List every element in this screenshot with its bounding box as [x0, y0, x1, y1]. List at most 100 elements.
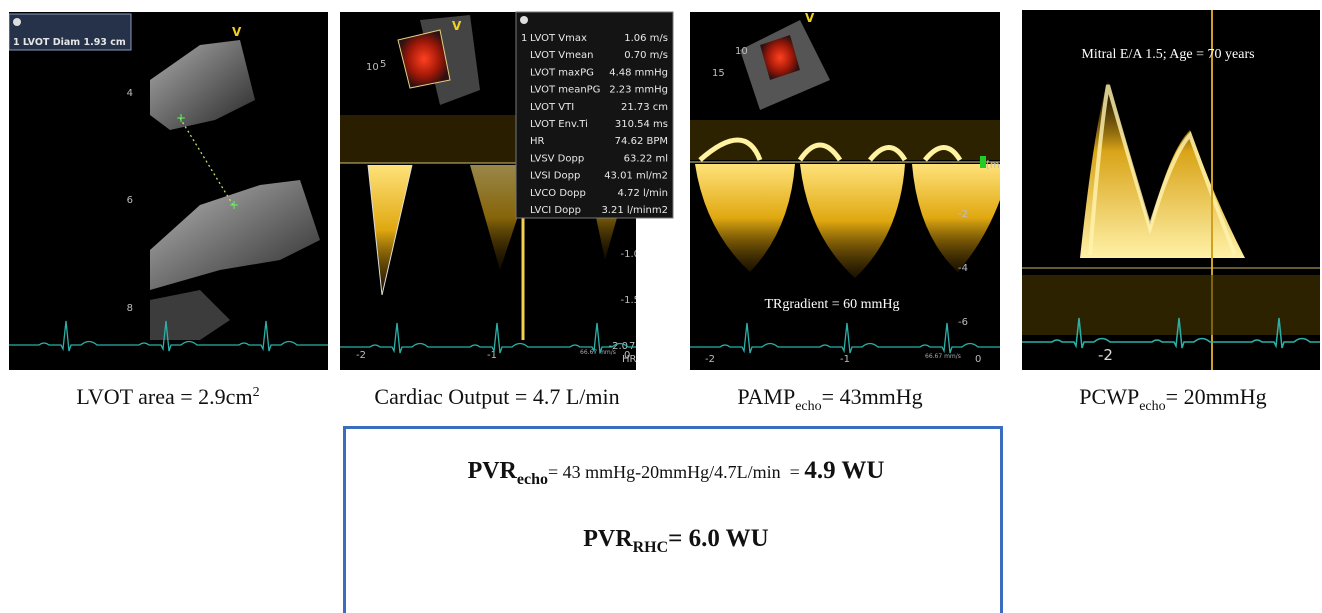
ecg-trace [690, 322, 1000, 354]
formula-term: PVR [583, 526, 633, 552]
tissue [150, 290, 230, 340]
panel-pamp: [m -2 -4 -6 TRgradient = 60 mmHg -2 -1 0… [690, 12, 1000, 370]
caption-text: LVOT area = 2.9cm [76, 384, 252, 409]
measurement-value: 63.22 ml [624, 153, 668, 164]
scale-label: -4 [958, 263, 968, 274]
doppler-envelope [1080, 80, 1245, 258]
measurement-name: LVOT maxPG [530, 67, 594, 78]
measurement-name: LVOT Vmean [530, 50, 594, 61]
doppler-noise [1022, 275, 1320, 335]
time-label: 0 [624, 350, 630, 361]
icon [13, 18, 21, 26]
view-marker: V [232, 25, 242, 39]
scale-label: -1.0 [620, 249, 640, 260]
time-label: -2 [1098, 346, 1113, 364]
scale-label: -1.5 [620, 295, 640, 306]
caption: PCWPecho= 20mmHg [1079, 384, 1266, 414]
panel-pcwp: Mitral E/A 1.5; Age = 70 years -2 [1022, 10, 1320, 370]
doppler-envelope [800, 164, 905, 278]
depth-mark: 6 [127, 195, 133, 206]
color-box [760, 35, 800, 80]
doppler-envelope [912, 164, 1000, 272]
scale-label: -6 [958, 317, 968, 328]
formula-term: PVR [468, 458, 518, 484]
pvr-echo-line: PVRecho= 43 mmHg-20mmHg/4.7L/min = 4.9 W… [468, 457, 885, 488]
tissue [150, 40, 255, 130]
caliper: + [229, 198, 239, 212]
depth-mark: 5 [380, 59, 386, 70]
pvr-rhc-line: PVRRHC= 6.0 WU [583, 525, 769, 556]
measurement-name: LVSV Dopp [530, 153, 584, 164]
measurement-value: 1.06 m/s [624, 33, 668, 44]
measurement-name: LVOT Env.Ti [530, 119, 588, 130]
measurement-value: 3.21 l/minm2 [601, 205, 668, 216]
time-label: -2 [705, 354, 715, 365]
subscript: RHC [633, 539, 669, 556]
formula: = 43 mmHg-20mmHg/4.7L/min = [548, 462, 804, 482]
measurement-label: 1 LVOT Diam 1.93 cm [13, 37, 126, 48]
measurement-name: LVSI Dopp [530, 171, 580, 182]
caption: PAMPecho= 43mmHg [737, 384, 922, 414]
subscript: echo [1139, 399, 1165, 414]
measurement-value: 43.01 ml/m2 [604, 171, 668, 182]
caption-text: PCWP [1079, 384, 1139, 409]
measurement-value: 0.70 m/s [624, 50, 668, 61]
scale-label: -2 [958, 209, 968, 220]
measurement-name: LVCI Dopp [530, 205, 581, 216]
superscript: 2 [253, 385, 260, 400]
table-bg [515, 11, 674, 219]
depth-mark: 10 [366, 62, 379, 73]
scale-label: -2.0 [608, 341, 628, 352]
result: 4.9 WU [804, 457, 884, 484]
hr-label: HR [622, 354, 637, 365]
unit-mark: [m [986, 160, 1000, 171]
subscript: echo [795, 399, 821, 414]
measurement-value: 310.54 ms [615, 119, 668, 130]
sweep-speed: 66.67 mm/s [580, 349, 616, 356]
measurement-name: LVOT Vmax [530, 33, 587, 44]
measurement-value: 2.23 mmHg [609, 85, 668, 96]
caption: LVOT area = 2.9cm2 [76, 384, 259, 409]
summary-box [343, 426, 1003, 613]
color-box [397, 29, 451, 89]
measurement-name: LVOT VTI [530, 102, 574, 113]
annotation: TRgradient = 60 mmHg [764, 297, 899, 312]
measurement-value: 4.72 l/min [618, 188, 668, 199]
time-label: 0 [975, 354, 981, 365]
caption-text: PAMP [737, 384, 795, 409]
time-label: -1 [840, 354, 850, 365]
caption: Cardiac Output = 4.7 L/min [374, 384, 619, 409]
measurement-name: LVCO Dopp [530, 188, 586, 199]
time-label: -2 [356, 350, 366, 361]
view-marker: V [452, 19, 462, 33]
measurement-value: 21.73 cm [621, 102, 668, 113]
ecg-trace [340, 322, 636, 354]
depth-mark: 10 [735, 46, 748, 57]
measurement-name: LVOT meanPG [530, 85, 600, 96]
measurement-value: 74.62 BPM [615, 136, 668, 147]
ecg-trace [9, 320, 328, 352]
panel-lvot: + + 1 LVOT Diam 1.93 cm V 4 6 8 [9, 12, 328, 370]
doppler-positive [698, 137, 963, 162]
caption-text: = 43mmHg [822, 384, 923, 409]
ecg-trace [1022, 317, 1320, 349]
sweep-speed: 66.67 mm/s [925, 353, 961, 360]
doppler-envelope [695, 164, 795, 272]
result: = 6.0 WU [668, 525, 769, 552]
icon [520, 16, 528, 24]
label-box [9, 13, 132, 51]
trace-line [381, 164, 413, 296]
doppler-edge [1088, 84, 1237, 256]
caliper: + [176, 111, 186, 125]
measurement-name: HR [530, 136, 545, 147]
time-label: -1 [487, 350, 497, 361]
baseline-marker [980, 156, 986, 168]
row-index: 1 [521, 33, 527, 44]
depth-mark: 4 [127, 88, 133, 99]
measurement-value: 4.48 mmHg [609, 67, 668, 78]
measurement-table: 1 LVOT Vmax 1.06 m/s LVOT Vmean 0.70 m/s LVOT… [515, 11, 674, 219]
measure-line [179, 117, 234, 206]
trace-line [367, 164, 383, 296]
